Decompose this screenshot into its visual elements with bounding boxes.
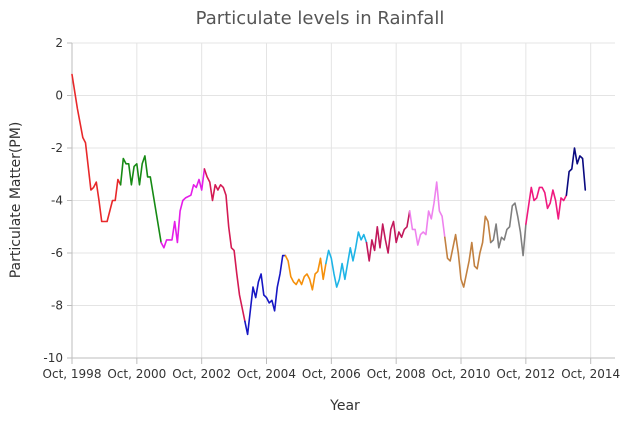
y-axis-title: Particulate Matter(PM) bbox=[8, 122, 24, 279]
y-tick-label: -10 bbox=[43, 351, 63, 365]
x-tick-label: Oct, 2006 bbox=[302, 367, 361, 381]
y-tick-label: -4 bbox=[51, 194, 63, 208]
series-line bbox=[325, 231, 368, 288]
series-line bbox=[203, 168, 246, 323]
series-line bbox=[284, 254, 327, 291]
y-tick-label: -6 bbox=[51, 246, 63, 260]
series-layer bbox=[71, 73, 587, 336]
x-tick-label: Oct, 2002 bbox=[172, 367, 231, 381]
grid-layer bbox=[72, 42, 615, 358]
x-tick-label: Oct, 2012 bbox=[496, 367, 555, 381]
chart-title: Particulate levels in Rainfall bbox=[196, 8, 445, 29]
series-line bbox=[160, 168, 206, 249]
axis-layer: -10 -8 -6 -4 -2 0 2 Oct, 1998 Oct, 2000 Oct, 2002… bbox=[43, 36, 621, 381]
x-tick-label: Oct, 2008 bbox=[367, 367, 426, 381]
x-tick-label: Oct, 2014 bbox=[561, 367, 620, 381]
series-line bbox=[71, 73, 122, 223]
series-line bbox=[119, 155, 162, 244]
y-tick-label: 0 bbox=[55, 89, 63, 103]
x-axis-title: Year bbox=[329, 398, 360, 414]
series-line bbox=[565, 147, 587, 196]
y-tick-label: -2 bbox=[51, 141, 63, 155]
series-line bbox=[365, 210, 411, 262]
x-tick-label: Oct, 2004 bbox=[237, 367, 296, 381]
x-tick-label: Oct, 2010 bbox=[432, 367, 491, 381]
x-tick-label: Oct, 2000 bbox=[107, 367, 166, 381]
series-line bbox=[525, 186, 568, 225]
series-line bbox=[489, 202, 527, 257]
series-line bbox=[444, 215, 492, 288]
series-line bbox=[244, 254, 287, 336]
y-tick-label: -8 bbox=[51, 299, 63, 313]
series-line bbox=[408, 181, 446, 246]
x-tick-label: Oct, 1998 bbox=[43, 367, 102, 381]
y-tick-label: 2 bbox=[55, 36, 63, 50]
